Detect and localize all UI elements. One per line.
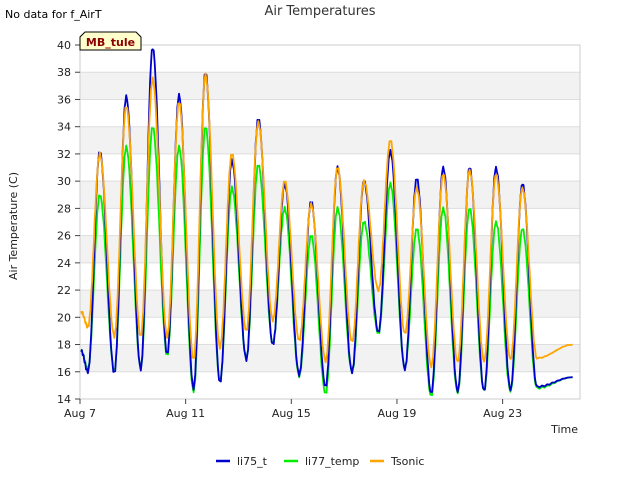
grid-band [80, 235, 580, 263]
legend-label-li77-temp: li77_temp [305, 455, 359, 468]
legend-label-li75-t: li75_t [237, 455, 268, 468]
y-tick-label: 38 [57, 66, 71, 79]
y-tick-label: 36 [57, 93, 71, 106]
grid-band [80, 153, 580, 182]
chart-title: Air Temperatures [264, 4, 375, 19]
no-data-note: No data for f_AirT [5, 8, 102, 21]
series-line-Tsonic [80, 72, 573, 369]
y-tick-label: 32 [57, 148, 71, 161]
series-lines [80, 48, 573, 397]
legend: li75_t li77_temp Tsonic [216, 455, 424, 468]
grid-band [80, 72, 580, 100]
y-tick-label: 18 [57, 339, 71, 352]
y-tick-label: 22 [57, 284, 71, 297]
grid-band [80, 181, 580, 209]
y-tick-label: 14 [57, 393, 71, 406]
site-badge: MB_tule [79, 31, 142, 51]
y-axis: 14 16 18 20 22 24 26 28 30 32 34 36 38 40 [57, 39, 80, 406]
y-tick-label: 34 [57, 121, 71, 134]
x-tick-label: Aug 11 [166, 407, 205, 420]
y-tick-label: 20 [57, 311, 71, 324]
grid-band [80, 126, 580, 154]
site-badge-box [79, 31, 142, 51]
grid-band [80, 99, 580, 127]
x-tick-label: Aug 19 [377, 407, 416, 420]
x-axis: Aug 7 Aug 11 Aug 15 Aug 19 Aug 23 [64, 399, 522, 420]
grid-band [80, 208, 580, 236]
y-axis-title: Air Temperature (C) [7, 172, 20, 280]
x-tick-label: Aug 23 [483, 407, 522, 420]
y-tick-label: 40 [57, 39, 71, 52]
legend-label-Tsonic: Tsonic [390, 455, 424, 468]
y-tick-label: 28 [57, 202, 71, 215]
x-axis-title: Time [550, 423, 578, 436]
site-badge-label: MB_tule [86, 36, 135, 49]
y-tick-label: 24 [57, 257, 71, 270]
y-tick-label: 30 [57, 175, 71, 188]
x-tick-label: Aug 7 [64, 407, 96, 420]
grid-band [80, 371, 580, 399]
series-line-li77-temp [80, 127, 573, 397]
x-tick-label: Aug 15 [272, 407, 311, 420]
y-tick-label: 16 [57, 366, 71, 379]
plot-area-border [79, 44, 581, 400]
y-tick-label: 26 [57, 230, 71, 243]
grid-band [80, 45, 580, 73]
